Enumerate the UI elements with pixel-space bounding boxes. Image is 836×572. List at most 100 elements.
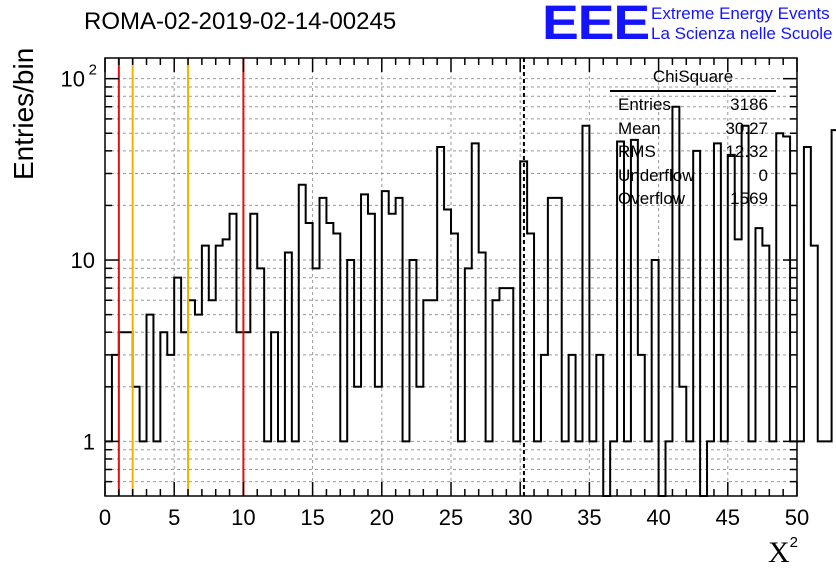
histogram-bin (147, 315, 154, 496)
x-tick-label: 5 (168, 505, 180, 530)
logo-text: Extreme Energy Events La Scienza nelle S… (651, 4, 832, 44)
histogram-bin (513, 441, 520, 496)
histogram-bin (333, 234, 340, 496)
histogram-bin (666, 441, 673, 496)
histogram-bin (153, 441, 160, 496)
histogram-bin (230, 214, 237, 496)
stats-title: ChiSquare (610, 64, 776, 92)
stats-label: Overflow (618, 189, 686, 208)
x-tick-label: 0 (99, 505, 111, 530)
x-tick-label: 10 (231, 505, 255, 530)
histogram-bin (589, 441, 596, 496)
histogram-bin (679, 387, 686, 496)
histogram-bin (624, 441, 631, 496)
histogram-bin (548, 198, 555, 496)
x-tick-label: 20 (370, 505, 394, 530)
histogram-bin (326, 223, 333, 496)
histogram-bin (458, 441, 465, 496)
histogram-bin (645, 441, 652, 496)
histogram-bin (797, 441, 804, 496)
stats-value: 12.32 (725, 142, 768, 161)
histogram-bin (451, 234, 458, 496)
histogram-bin (340, 441, 347, 496)
histogram-bin (202, 246, 209, 496)
histogram-bin (825, 441, 832, 496)
histogram-bin (776, 133, 783, 496)
histogram-bin (403, 441, 410, 496)
histogram-bin (472, 143, 479, 496)
x-tick-label: 35 (577, 505, 601, 530)
x-tick-label: 50 (785, 505, 809, 530)
histogram-bin (181, 332, 188, 496)
histogram-series (105, 105, 836, 497)
histogram-bin (423, 300, 430, 496)
page-title: ROMA-02-2019-02-14-00245 (84, 8, 397, 35)
histogram-bin (721, 441, 728, 496)
histogram-bin (506, 288, 513, 496)
histogram-bin (264, 441, 271, 496)
histogram-bin (735, 239, 742, 496)
histogram-bin (576, 441, 583, 496)
logo-line-1: Extreme Energy Events (651, 4, 830, 23)
histogram-bin (804, 147, 811, 496)
histogram-bin (174, 278, 181, 496)
histogram-bin (361, 194, 368, 496)
y-axis-label: Entries/bin (8, 47, 39, 180)
stats-label: Entries (618, 95, 671, 114)
histogram-bin (271, 332, 278, 496)
histogram-bin (562, 441, 569, 496)
logo-mark: EEE (542, 0, 650, 50)
logo-line-2: La Scienza nelle Scuole (651, 24, 833, 43)
histogram-bin (569, 355, 576, 496)
histogram-bin (257, 268, 264, 496)
y-tick-label-exponent: 2 (89, 62, 97, 79)
stats-row-underflow: Underflow 0 (610, 164, 776, 188)
histogram-bin (223, 239, 230, 496)
histogram-bin (652, 260, 659, 496)
x-tick-label: 25 (439, 505, 463, 530)
histogram-bin (243, 332, 250, 496)
histogram-bin (707, 441, 714, 496)
stats-row-mean: Mean 30.27 (610, 117, 776, 141)
histogram-bin (430, 300, 437, 496)
histogram-bin (119, 332, 126, 496)
stats-value: 30.27 (725, 118, 768, 138)
x-axis-label-base: X (768, 536, 790, 569)
histogram-bin (140, 441, 147, 496)
stats-label: RMS (618, 142, 656, 161)
histogram-bin (811, 246, 818, 496)
histogram-bin (534, 441, 541, 496)
stats-row-rms: RMS 12.32 (610, 140, 776, 164)
stats-value: 1569 (730, 189, 768, 208)
histogram-bin (382, 191, 389, 496)
histogram-bin (444, 209, 451, 496)
histogram-bin (749, 441, 756, 496)
stats-label: Mean (618, 118, 661, 138)
histogram-bin (278, 441, 285, 496)
histogram-bin (133, 387, 140, 496)
histogram-bin (832, 130, 836, 496)
histogram-bin (755, 228, 762, 496)
histogram-bin (368, 214, 375, 496)
histogram-bin (216, 246, 223, 496)
histogram-bin (354, 387, 361, 496)
stats-row-overflow: Overflow 1569 (610, 187, 776, 211)
stats-value: 3186 (730, 95, 768, 114)
reference-lines (117, 58, 525, 496)
histogram-bin (160, 332, 167, 496)
histogram-bin (527, 234, 534, 496)
histogram-bin (167, 355, 174, 496)
histogram-bin (209, 300, 216, 496)
stats-value: 0 (758, 165, 768, 185)
x-tick-label: 40 (646, 505, 670, 530)
histogram-bin (320, 198, 327, 496)
histogram-bin (195, 315, 202, 496)
x-axis-label: X2 (768, 534, 798, 570)
histogram-bin (347, 260, 354, 496)
histogram-bin (555, 198, 562, 496)
histogram-bin (818, 441, 825, 496)
x-tick-label: 15 (300, 505, 324, 530)
histogram-bin (313, 268, 320, 496)
histogram-bin (250, 214, 257, 496)
